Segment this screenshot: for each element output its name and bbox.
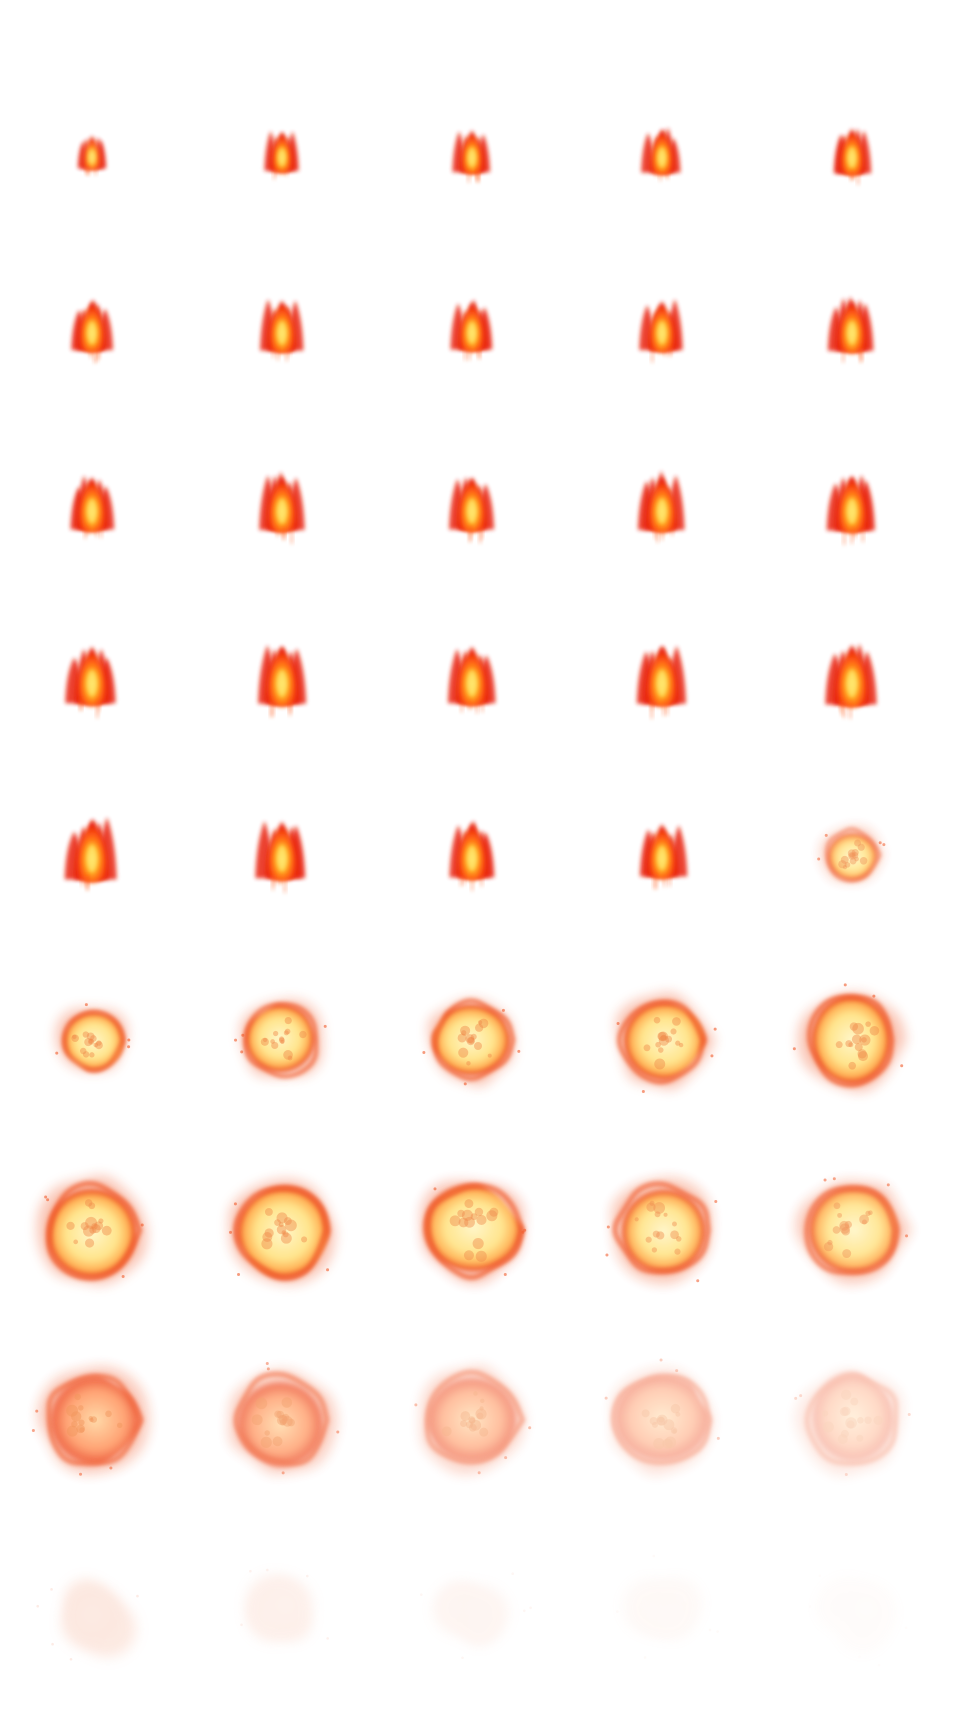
sprite-frame-18	[448, 646, 496, 714]
sprite-frame-44	[616, 1554, 719, 1659]
sprite-frame-21	[64, 817, 117, 891]
sprite-frame-7	[260, 299, 304, 361]
sprite-frame-13	[449, 476, 495, 544]
sprite-frame-22	[255, 821, 306, 893]
sprite-frame-8	[450, 299, 493, 361]
sprite-frame-20	[825, 643, 877, 719]
sprite-frame-1	[77, 135, 107, 176]
sprite-frame-11	[70, 475, 115, 539]
sprite-frame-31	[37, 1175, 148, 1285]
sprite-frame-37	[228, 1361, 340, 1475]
sprite-frame-28	[422, 998, 521, 1087]
sprite-frame-45	[812, 1572, 901, 1659]
sprite-frame-35	[795, 1177, 912, 1285]
sprite-frame-24	[639, 824, 688, 889]
sprite-frame-9	[639, 299, 683, 363]
sprite-frame-32	[228, 1179, 336, 1285]
sprite-frame-2	[264, 130, 299, 180]
sprite-frame-4	[641, 127, 681, 181]
sprite-frame-27	[234, 999, 327, 1079]
sprite-frame-39	[604, 1358, 720, 1475]
sprite-frame-36	[31, 1366, 150, 1476]
sprite-frame-5	[833, 128, 872, 185]
sprite-frame-34	[605, 1177, 718, 1284]
sprite-frame-42	[240, 1568, 329, 1646]
sprite-frame-40	[794, 1368, 911, 1476]
sprite-frame-25	[817, 827, 886, 882]
sprite-frame-12	[259, 471, 305, 544]
sprite-frame-33	[420, 1180, 527, 1285]
sprite-frame-16	[65, 646, 116, 718]
sprite-frame-19	[636, 645, 686, 719]
sprite-frame-14	[637, 470, 685, 543]
sprite-frame-6	[71, 299, 113, 363]
sprite-frame-41	[36, 1576, 141, 1662]
sprite-frame-26	[55, 1003, 131, 1073]
sprite-frame-29	[615, 992, 717, 1094]
sprite-frame-38	[414, 1365, 532, 1475]
sprite-frame-43	[419, 1572, 532, 1660]
sprite-frame-3	[452, 130, 490, 183]
sprite-frame-15	[826, 474, 875, 545]
sprite-frame-17	[258, 644, 307, 718]
sprite-frame-23	[449, 820, 495, 891]
sprite-frame-30	[792, 983, 907, 1092]
sprite-frame-10	[827, 296, 874, 363]
